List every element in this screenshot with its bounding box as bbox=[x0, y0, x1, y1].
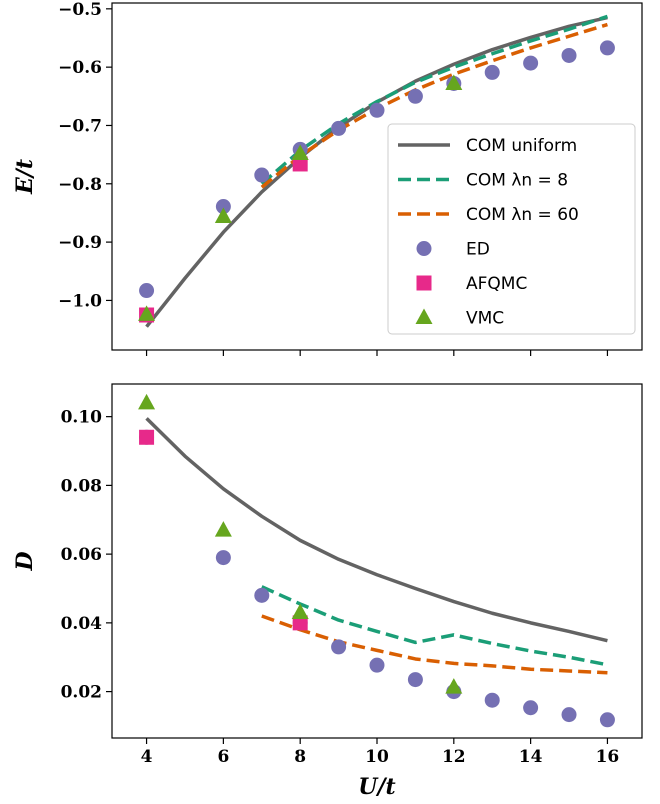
x-tick-label: 8 bbox=[294, 747, 306, 767]
series-ed-point bbox=[561, 707, 577, 723]
series-ed-point bbox=[599, 712, 615, 728]
legend-marker bbox=[416, 275, 432, 291]
legend-label: VMC bbox=[466, 309, 504, 329]
y-tick-label: −1.0 bbox=[58, 291, 102, 311]
y-axis-label: D bbox=[12, 551, 38, 571]
series-vmc-point bbox=[445, 74, 463, 90]
y-tick-label: 0.10 bbox=[61, 408, 103, 428]
y-tick-label: 0.08 bbox=[61, 476, 102, 496]
plot-area bbox=[138, 393, 615, 728]
series-ed-point bbox=[407, 88, 423, 104]
y-tick-label: 0.06 bbox=[61, 545, 102, 565]
series-vmc-point bbox=[445, 678, 463, 694]
y-tick-label: −0.5 bbox=[58, 0, 102, 20]
legend-marker bbox=[415, 308, 433, 324]
legend-label: COM λn = 60 bbox=[466, 205, 579, 225]
legend-label: AFQMC bbox=[466, 274, 527, 294]
series-ed-point bbox=[331, 120, 347, 136]
series-ed-point bbox=[523, 55, 539, 71]
series-ed-point bbox=[369, 102, 385, 118]
series-ed-point bbox=[407, 672, 423, 688]
legend-label: ED bbox=[466, 240, 490, 260]
x-axis-label: U/t bbox=[358, 774, 395, 800]
x-tick-label: 14 bbox=[519, 747, 543, 767]
series-com-n-60-line bbox=[260, 22, 608, 189]
legend-box bbox=[387, 123, 636, 335]
legend-marker bbox=[416, 241, 432, 256]
series-ed-point bbox=[484, 64, 500, 80]
double-occupancy-panel: 4 6 8 10 12 14 16 0.02 0.04 0.06 0.08 0.10 D U/t bbox=[12, 383, 643, 800]
series-vmc-point bbox=[214, 521, 232, 537]
y-tick-label: −0.7 bbox=[58, 116, 102, 136]
series-ed-point bbox=[484, 692, 500, 708]
x-tick-label: 12 bbox=[442, 747, 466, 767]
y-axis-label: E/t bbox=[12, 159, 38, 195]
series-vmc-point bbox=[291, 603, 309, 620]
series-com-n-60-line bbox=[261, 614, 608, 675]
y-tick-label: 0.02 bbox=[61, 683, 102, 703]
series-ed-point bbox=[139, 283, 155, 299]
series-afqmc-point bbox=[139, 429, 155, 445]
series-com-uniform-line bbox=[145, 417, 608, 643]
series-ed-point bbox=[369, 657, 385, 673]
y-tick-label: 0.04 bbox=[61, 614, 103, 634]
x-tick-label: 4 bbox=[141, 747, 153, 767]
series-ed-point bbox=[599, 40, 615, 56]
y-tick-label: −0.9 bbox=[58, 233, 102, 253]
legend: COM uniform COM λn = 8 COM λn = 60 ED AFQMC V… bbox=[387, 123, 636, 335]
series-com-n-8-line bbox=[260, 14, 608, 186]
legend-label: COM uniform bbox=[466, 136, 577, 156]
series-ed-point bbox=[561, 47, 577, 63]
series-afqmc-point bbox=[292, 156, 308, 172]
series-vmc-point bbox=[291, 144, 309, 160]
x-tick-label: 16 bbox=[596, 747, 620, 767]
series-ed-point bbox=[523, 700, 539, 716]
series-vmc-point bbox=[138, 305, 156, 321]
plot-area bbox=[138, 14, 615, 328]
y-tick-label: −0.8 bbox=[58, 175, 102, 195]
series-com-n-8-line bbox=[261, 585, 608, 667]
legend-label: COM λn = 8 bbox=[466, 171, 568, 191]
y-tick-label: −0.6 bbox=[58, 58, 102, 78]
series-vmc-point bbox=[214, 207, 232, 223]
series-afqmc-point bbox=[292, 615, 308, 631]
x-tick-label: 10 bbox=[365, 747, 389, 767]
series-ed-point bbox=[331, 639, 347, 655]
series-ed-point bbox=[215, 550, 231, 566]
series-vmc-point bbox=[138, 393, 156, 410]
series-ed-point bbox=[215, 199, 231, 215]
series-ed-point bbox=[254, 167, 270, 183]
series-ed-point bbox=[254, 587, 270, 603]
x-tick-label: 6 bbox=[217, 747, 229, 767]
